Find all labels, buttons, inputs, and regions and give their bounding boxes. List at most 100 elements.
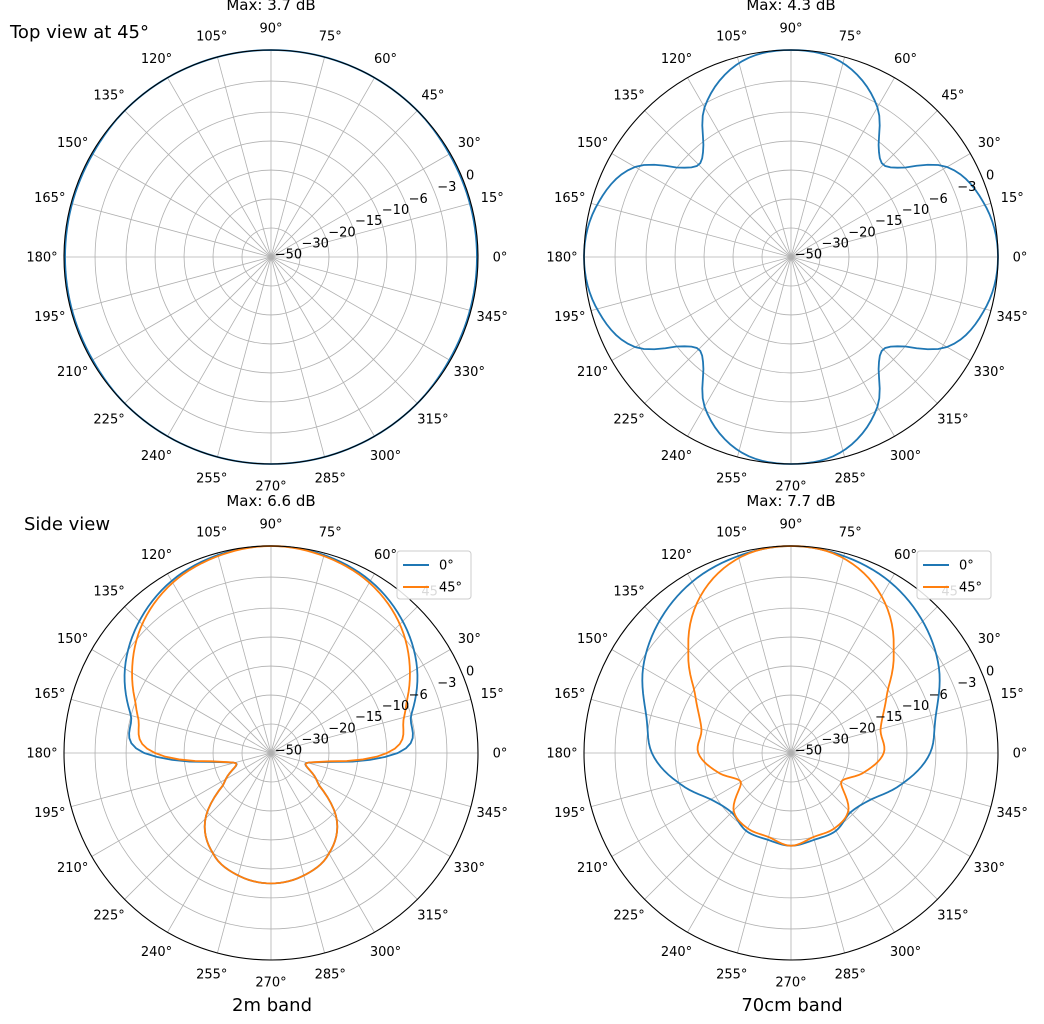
angle-tick-label: 105° [716,29,747,44]
angle-tick-label: 300° [370,449,401,464]
angle-tick-label: 15° [1001,687,1024,702]
legend: 0°45° [916,550,992,600]
radial-tick-label: −30 [821,732,848,747]
angular-grid-line [737,56,792,258]
angle-tick-label: 195° [34,310,65,325]
angle-tick-label: 210° [577,861,608,876]
angle-tick-label: 60° [374,548,397,563]
angle-tick-label: 315° [417,412,448,427]
radial-tick-label: 0 [466,168,474,183]
radial-tick-label: 0 [986,168,994,183]
radial-tick-label: −30 [301,732,328,747]
angular-grid-line [167,77,272,258]
angular-grid-line [217,56,272,258]
legend-entry: 45° [959,581,982,596]
angular-grid-line [790,649,971,754]
angular-grid-line [70,752,272,807]
radial-tick-label: −6 [409,192,428,207]
radial-tick-label: 0 [466,664,474,679]
angle-tick-label: 300° [370,945,401,960]
angle-tick-label: 165° [554,687,585,702]
angle-tick-label: 195° [554,806,585,821]
angular-grid-line [790,256,845,458]
polar-chart-top-2m: Max: 3.7 dB 0° 15° 30° 45° 60° 75° 90° 105° 120° 1… [26,0,508,495]
chart-title: Max: 6.6 dB [226,492,315,510]
series-line-0deg [641,545,941,847]
angular-grid-line [790,56,845,258]
radial-tick-label: −3 [957,180,976,195]
angle-tick-label: 285° [835,968,866,983]
angle-tick-label: 0° [1013,251,1028,266]
angular-grid-line [590,699,792,754]
angle-tick-label: 60° [374,52,397,67]
angular-grid-line [737,752,792,954]
angular-grid-line [270,699,472,754]
angular-grid-line [270,752,375,933]
polar-chart-top-70cm: Max: 4.3 dB 0° 15° 30° 45° 60° 75° 90° 105° 120° 1… [546,0,1028,495]
angular-grid-line [270,256,325,458]
row-label-side: Side view [24,514,110,535]
angle-tick-label: 135° [93,585,124,600]
angular-grid-line [644,752,792,900]
radial-tick-label: −50 [275,743,302,758]
angular-grid-line [270,153,451,258]
angle-tick-label: 75° [839,525,862,540]
angular-grid-line [790,606,938,754]
angle-tick-label: 195° [34,806,65,821]
angular-grid-line [687,752,792,933]
angle-tick-label: 345° [997,806,1028,821]
angular-grid-line [590,752,792,807]
angle-tick-label: 60° [894,52,917,67]
radial-tick-label: −3 [437,676,456,691]
angle-tick-label: 240° [141,449,172,464]
angle-tick-label: 345° [477,806,508,821]
angle-tick-label: 240° [661,449,692,464]
radial-tick-label: −50 [795,247,822,262]
angle-tick-label: 255° [196,968,227,983]
angular-grid-line [644,606,792,754]
angle-tick-label: 345° [477,310,508,325]
angle-tick-label: 285° [315,472,346,487]
angular-grid-line [270,649,451,754]
polar-boundary [583,49,999,465]
angle-tick-label: 30° [458,136,481,151]
radial-tick-label: −30 [301,236,328,251]
radial-tick-label: −6 [929,192,948,207]
angle-tick-label: 150° [57,136,88,151]
angular-grid-line [217,752,272,954]
chart-title: Max: 7.7 dB [746,492,835,510]
angle-tick-label: 0° [1013,747,1028,762]
angle-tick-label: 285° [315,968,346,983]
angle-tick-label: 300° [890,945,921,960]
angle-tick-label: 315° [937,412,968,427]
angular-grid-line [217,552,272,754]
angle-tick-label: 315° [937,908,968,923]
angular-grid-line [270,752,418,900]
angular-grid-line [167,752,272,933]
chart-title: Max: 3.7 dB [226,0,315,14]
angular-grid-line [790,699,992,754]
angular-grid-line [687,573,792,754]
angular-grid-line [611,256,792,361]
angle-tick-label: 90° [779,518,802,533]
radial-tick-label: −10 [902,203,929,218]
angle-tick-label: 105° [196,525,227,540]
angle-tick-label: 135° [613,585,644,600]
column-label-2m: 2m band [232,995,312,1016]
angular-grid-line [91,256,272,361]
radial-tick-label: 0 [986,664,994,679]
angle-tick-label: 270° [775,976,806,991]
legend: 0°45° [396,550,472,600]
row-label-top: Top view at 45° [9,22,149,43]
polar-boundary [63,545,479,961]
angular-grid-line [790,573,895,754]
radial-tick-label: −20 [328,721,355,736]
radial-tick-label: −30 [821,236,848,251]
angular-grid-line [91,153,272,258]
angle-tick-label: 30° [978,136,1001,151]
angular-grid-line [790,752,971,857]
angle-tick-label: 120° [141,548,172,563]
angular-grid-line [270,752,325,954]
angle-tick-label: 90° [259,518,282,533]
